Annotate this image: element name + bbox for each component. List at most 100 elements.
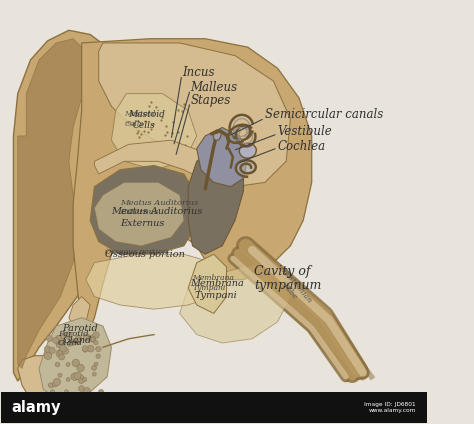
- Text: Mastoid: Mastoid: [128, 110, 165, 119]
- Circle shape: [53, 338, 58, 343]
- Circle shape: [55, 335, 62, 342]
- Text: Cochlea: Cochlea: [278, 140, 326, 153]
- Text: Incus: Incus: [182, 66, 214, 79]
- Circle shape: [55, 340, 60, 344]
- Circle shape: [53, 378, 61, 385]
- Circle shape: [90, 336, 96, 342]
- Circle shape: [57, 340, 65, 347]
- Bar: [0, 392, 427, 423]
- Circle shape: [63, 348, 69, 354]
- Circle shape: [82, 377, 87, 382]
- Circle shape: [92, 372, 96, 376]
- Circle shape: [74, 372, 82, 379]
- Circle shape: [45, 346, 51, 352]
- Circle shape: [94, 362, 98, 366]
- Circle shape: [56, 342, 61, 348]
- Ellipse shape: [213, 130, 221, 140]
- Text: Meatus Auditorius: Meatus Auditorius: [111, 207, 203, 217]
- Circle shape: [46, 335, 52, 341]
- Circle shape: [77, 364, 84, 372]
- Text: Osseous portion: Osseous portion: [105, 248, 168, 256]
- Circle shape: [79, 386, 84, 391]
- Text: Fig. 545.—A front view of the organ of hearing.   Right side.: Fig. 545.—A front view of the organ of h…: [13, 402, 416, 415]
- Polygon shape: [90, 165, 197, 254]
- Text: Semicircular canals: Semicircular canals: [265, 108, 383, 121]
- Circle shape: [91, 365, 96, 371]
- Text: Mastoid
Cells: Mastoid Cells: [124, 110, 155, 128]
- Circle shape: [94, 340, 98, 345]
- Text: Vestibule: Vestibule: [278, 125, 332, 138]
- Text: Parotid: Parotid: [63, 324, 98, 333]
- Text: Parotid
Gland: Parotid Gland: [58, 330, 89, 347]
- Text: Stapes: Stapes: [190, 94, 230, 106]
- Polygon shape: [236, 160, 256, 177]
- Polygon shape: [13, 30, 111, 381]
- Circle shape: [52, 382, 57, 387]
- Text: alamy: alamy: [11, 400, 61, 415]
- Circle shape: [72, 359, 80, 367]
- Text: Tympani: Tympani: [194, 291, 237, 300]
- Polygon shape: [99, 43, 291, 187]
- Circle shape: [71, 373, 79, 380]
- Circle shape: [58, 373, 62, 377]
- Circle shape: [61, 335, 65, 339]
- Circle shape: [85, 334, 90, 339]
- Polygon shape: [86, 254, 222, 309]
- Text: Membrana: Membrana: [190, 279, 244, 288]
- Text: Image ID: JD6801
www.alamy.com: Image ID: JD6801 www.alamy.com: [365, 402, 416, 413]
- Polygon shape: [94, 182, 184, 246]
- Text: Meatus Auditorius
Externus: Meatus Auditorius Externus: [120, 199, 198, 216]
- Polygon shape: [69, 296, 90, 326]
- Polygon shape: [18, 356, 77, 408]
- Polygon shape: [111, 94, 197, 170]
- Text: Externus: Externus: [120, 219, 164, 229]
- Polygon shape: [180, 263, 291, 343]
- Circle shape: [59, 345, 66, 352]
- Circle shape: [83, 347, 88, 352]
- Circle shape: [82, 346, 88, 351]
- Text: Malleus: Malleus: [190, 81, 237, 94]
- Text: Cavity of: Cavity of: [254, 265, 310, 278]
- Circle shape: [96, 354, 100, 358]
- Polygon shape: [18, 39, 90, 368]
- Circle shape: [91, 337, 95, 341]
- Circle shape: [49, 347, 55, 354]
- Circle shape: [56, 350, 64, 357]
- Circle shape: [76, 341, 80, 345]
- Polygon shape: [197, 128, 248, 187]
- Circle shape: [99, 390, 104, 395]
- Circle shape: [96, 346, 101, 351]
- Circle shape: [65, 332, 72, 339]
- Text: tympanum: tympanum: [254, 279, 321, 293]
- Circle shape: [80, 375, 84, 379]
- Circle shape: [83, 335, 89, 340]
- Circle shape: [75, 335, 82, 342]
- Text: Cells: Cells: [133, 121, 155, 130]
- Circle shape: [45, 352, 52, 360]
- Circle shape: [78, 377, 84, 383]
- Text: Membrana
Tympani: Membrana Tympani: [192, 274, 234, 292]
- Circle shape: [58, 351, 62, 354]
- Text: Osseous portion: Osseous portion: [105, 250, 185, 259]
- Polygon shape: [188, 145, 244, 254]
- Circle shape: [55, 362, 60, 367]
- Circle shape: [64, 390, 68, 394]
- Circle shape: [67, 342, 72, 346]
- Polygon shape: [73, 39, 312, 339]
- Text: Eustachian
Tube: Eustachian Tube: [272, 266, 313, 310]
- Polygon shape: [39, 318, 111, 400]
- Circle shape: [83, 388, 90, 394]
- Circle shape: [66, 378, 70, 381]
- Polygon shape: [188, 254, 227, 313]
- Circle shape: [87, 345, 94, 352]
- Circle shape: [87, 335, 93, 342]
- Circle shape: [48, 383, 53, 388]
- Circle shape: [66, 363, 70, 366]
- Polygon shape: [94, 140, 218, 182]
- Ellipse shape: [239, 143, 256, 158]
- Text: Gland: Gland: [63, 336, 92, 346]
- Circle shape: [68, 341, 72, 345]
- Circle shape: [59, 354, 64, 360]
- Circle shape: [50, 390, 55, 394]
- Circle shape: [92, 332, 99, 338]
